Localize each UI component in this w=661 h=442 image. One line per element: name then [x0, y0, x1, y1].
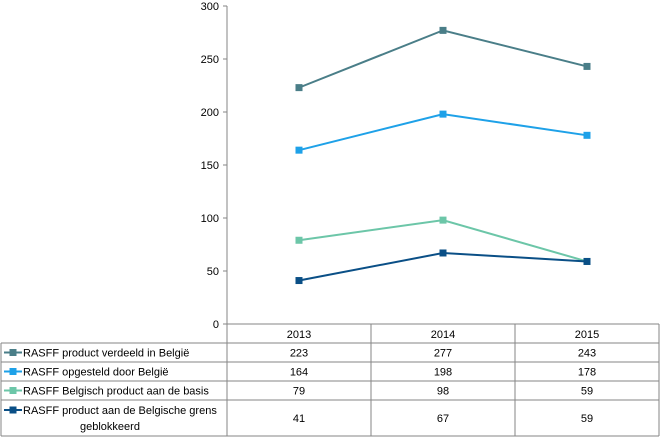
y-tick-label: 200 [201, 107, 219, 119]
data-point [439, 249, 447, 257]
data-table-value: 178 [578, 367, 596, 379]
series-line [298, 251, 588, 282]
data-point [439, 216, 447, 224]
data-table-value: 59 [581, 413, 593, 425]
data-table-value: 98 [437, 386, 449, 398]
legend-label: RASFF opgesteld door België [23, 367, 169, 379]
data-table-value: 243 [578, 348, 596, 360]
y-tick-label: 100 [201, 213, 219, 225]
data-point [295, 277, 303, 285]
y-tick-label: 150 [201, 160, 219, 172]
data-table-value: 41 [293, 413, 305, 425]
legend-key-marker [9, 406, 17, 414]
data-point [295, 236, 303, 244]
legend-label: RASFF product verdeeld in België [23, 348, 189, 360]
legend-key-marker [9, 387, 17, 394]
data-table-value: 67 [437, 413, 449, 425]
data-point [583, 131, 591, 139]
data-point [583, 257, 591, 265]
series-line [298, 113, 588, 152]
data-point [583, 62, 591, 70]
x-tick-label: 2013 [287, 329, 311, 341]
data-table-value: 164 [290, 367, 308, 379]
data-table-value: 277 [434, 348, 452, 360]
data-table-value: 79 [293, 386, 305, 398]
legend-key-marker [9, 349, 17, 356]
data-table-value: 223 [290, 348, 308, 360]
x-tick-label: 2014 [431, 329, 455, 341]
legend-label: RASFF product aan de Belgische grens [23, 405, 217, 417]
legend-key-marker [9, 368, 17, 375]
y-tick-label: 0 [213, 319, 219, 331]
data-table-value: 59 [581, 386, 593, 398]
data-point [439, 26, 447, 34]
y-tick-label: 250 [201, 54, 219, 66]
data-table-value: 198 [434, 367, 452, 379]
y-tick-label: 300 [201, 1, 219, 13]
data-point [439, 110, 447, 118]
data-point [295, 84, 303, 92]
legend-label: RASFF Belgisch product aan de basis [23, 386, 209, 398]
legend-label: geblokkeerd [80, 421, 140, 433]
y-tick-label: 50 [207, 266, 219, 278]
data-point [295, 146, 303, 154]
series-line [298, 29, 588, 89]
x-tick-label: 2015 [575, 329, 599, 341]
